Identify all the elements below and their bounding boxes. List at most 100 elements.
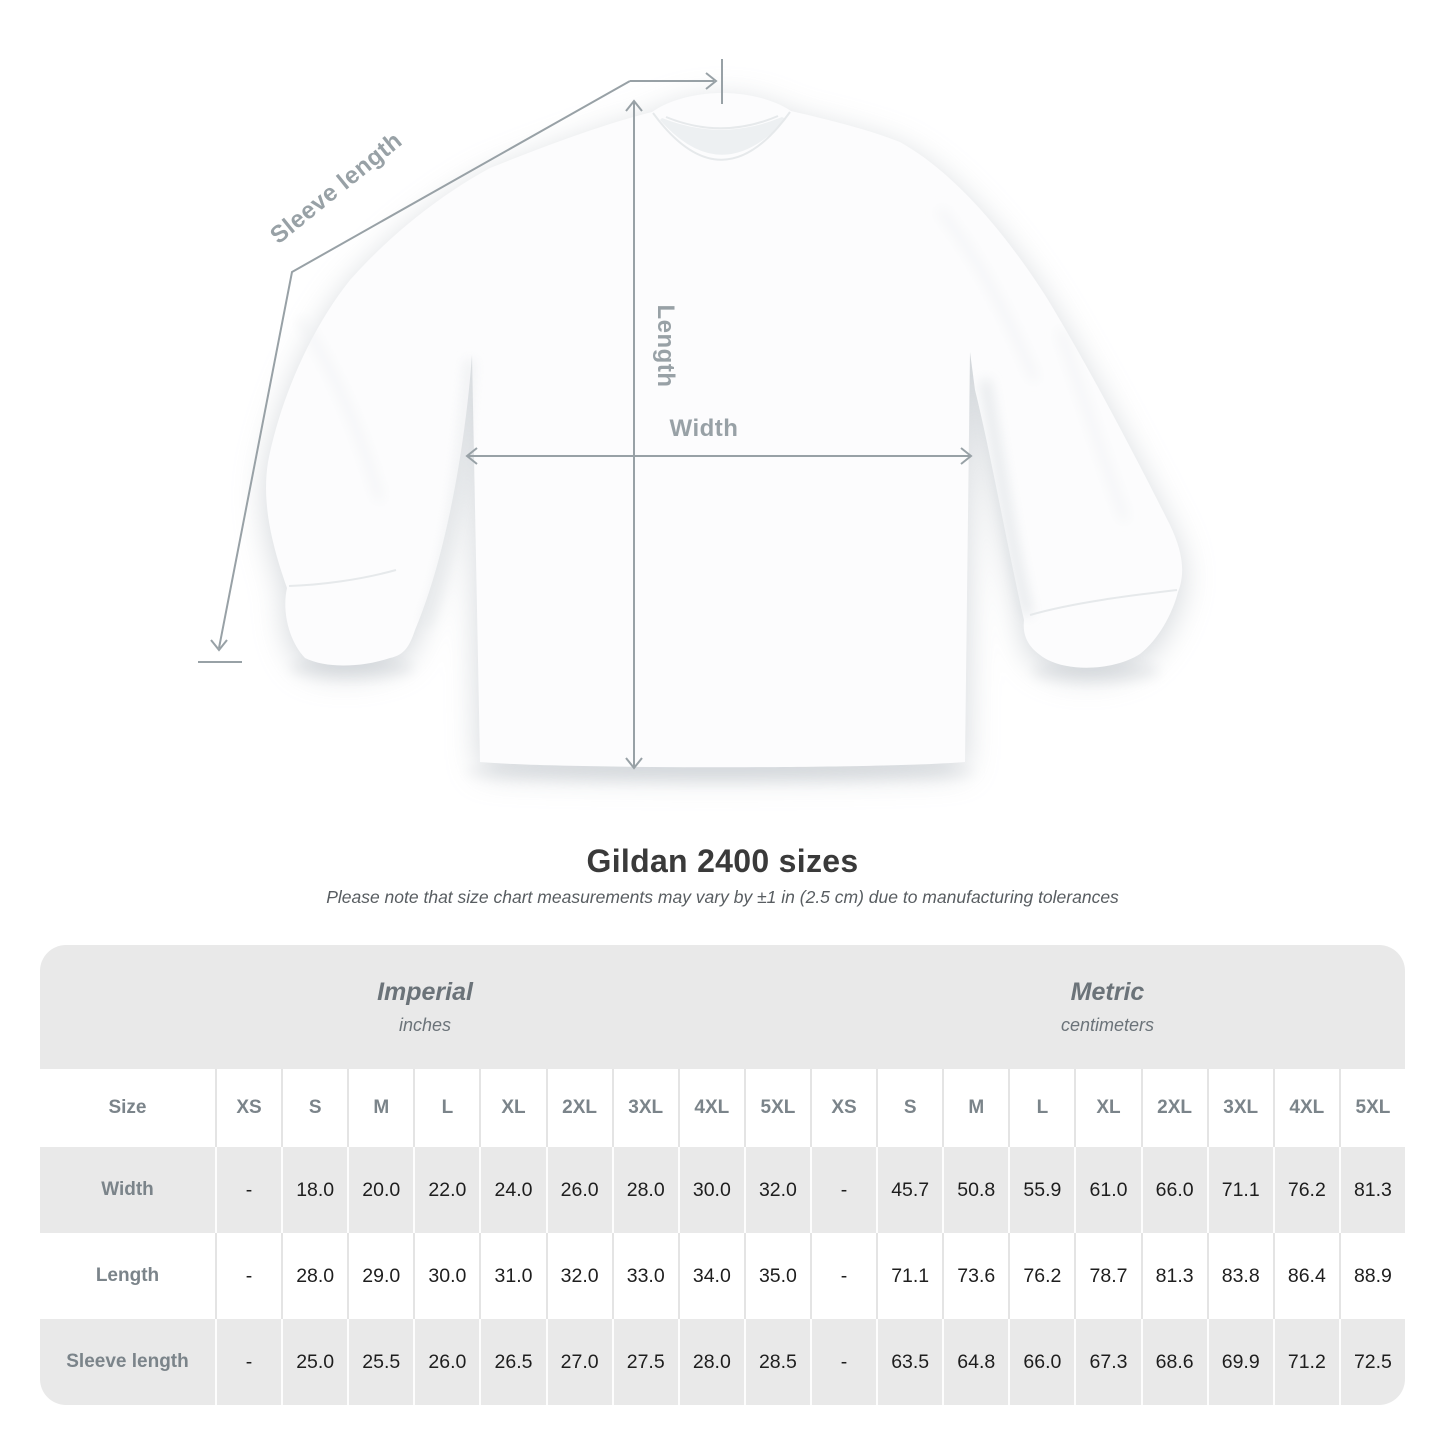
size-column-header: Size (40, 1069, 215, 1147)
row-label-width: Width (40, 1147, 215, 1233)
unit-group-imperial: Imperial inches (40, 945, 810, 1069)
value-sleeve-length-imperial-4xl: 28.0 (677, 1319, 744, 1405)
value-width-imperial-xs: - (215, 1147, 282, 1233)
size-header-imperial-xs: XS (215, 1069, 282, 1147)
value-sleeve-length-imperial-s: 25.0 (281, 1319, 348, 1405)
value-sleeve-length-metric-s: 63.5 (876, 1319, 943, 1405)
value-width-metric-m: 50.8 (942, 1147, 1009, 1233)
hem-shadow (465, 762, 975, 782)
value-sleeve-length-imperial-3xl: 27.5 (611, 1319, 678, 1405)
size-header-metric-xs: XS (810, 1069, 877, 1147)
size-header-imperial-s: S (281, 1069, 348, 1147)
value-length-imperial-5xl: 35.0 (743, 1233, 810, 1319)
size-chart-table: Imperial inches Metric centimeters Size X… (40, 945, 1405, 1405)
size-header-metric-3xl: 3XL (1206, 1069, 1273, 1147)
row-label-length: Length (40, 1233, 215, 1319)
collar-band-seam (652, 111, 791, 161)
left-sleeve-crease (297, 318, 383, 501)
size-header-metric-xl: XL (1074, 1069, 1141, 1147)
imperial-label: Imperial (377, 978, 473, 1006)
width-label: Width (670, 415, 739, 442)
size-header-imperial-4xl: 4XL (677, 1069, 744, 1147)
size-header-metric-m: M (942, 1069, 1009, 1147)
shirt-body (266, 93, 1183, 768)
value-width-metric-l: 55.9 (1008, 1147, 1075, 1233)
size-header-metric-5xl: 5XL (1338, 1069, 1405, 1147)
value-length-metric-4xl: 86.4 (1272, 1233, 1339, 1319)
size-header-imperial-xl: XL (479, 1069, 546, 1147)
value-length-metric-xl: 78.7 (1074, 1233, 1141, 1319)
value-length-imperial-s: 28.0 (281, 1233, 348, 1319)
size-header-metric-4xl: 4XL (1272, 1069, 1339, 1147)
value-length-metric-l: 76.2 (1008, 1233, 1075, 1319)
value-width-imperial-3xl: 28.0 (611, 1147, 678, 1233)
value-sleeve-length-metric-5xl: 72.5 (1338, 1319, 1405, 1405)
right-cuff-seam (1029, 589, 1178, 616)
value-width-metric-xs: - (810, 1147, 877, 1233)
value-width-imperial-xl: 24.0 (479, 1147, 546, 1233)
value-width-metric-3xl: 71.1 (1206, 1147, 1273, 1233)
value-width-imperial-m: 20.0 (347, 1147, 414, 1233)
size-header-imperial-5xl: 5XL (743, 1069, 810, 1147)
value-length-metric-5xl: 88.9 (1338, 1233, 1405, 1319)
value-width-imperial-l: 22.0 (413, 1147, 480, 1233)
value-width-metric-s: 45.7 (876, 1147, 943, 1233)
value-width-metric-5xl: 81.3 (1338, 1147, 1405, 1233)
value-width-imperial-4xl: 30.0 (677, 1147, 744, 1233)
size-header-metric-2xl: 2XL (1140, 1069, 1207, 1147)
value-width-imperial-s: 18.0 (281, 1147, 348, 1233)
size-header-metric-l: L (1008, 1069, 1075, 1147)
value-width-imperial-2xl: 26.0 (545, 1147, 612, 1233)
collar-back-seam (665, 115, 779, 130)
value-width-imperial-5xl: 32.0 (743, 1147, 810, 1233)
value-length-metric-m: 73.6 (942, 1233, 1009, 1319)
value-length-imperial-m: 29.0 (347, 1233, 414, 1319)
sleeve-length-label: Sleeve length (265, 127, 407, 249)
value-length-imperial-2xl: 32.0 (545, 1233, 612, 1319)
right-shoulder-crease (938, 208, 1038, 381)
metric-unit: centimeters (1060, 1015, 1155, 1035)
value-sleeve-length-metric-l: 66.0 (1008, 1319, 1075, 1405)
value-length-imperial-3xl: 33.0 (611, 1233, 678, 1319)
value-sleeve-length-metric-3xl: 69.9 (1206, 1319, 1273, 1405)
right-cuff-shadow (1032, 662, 1160, 682)
value-length-metric-3xl: 83.8 (1206, 1233, 1273, 1319)
right-sleeve-crease (1057, 329, 1128, 521)
shirt-illustration: Sleeve length Length Width (198, 59, 1183, 782)
right-overlap-shade (980, 379, 1033, 617)
length-measure: Length (625, 99, 679, 770)
metric-label: Metric (1070, 978, 1145, 1006)
value-sleeve-length-metric-xl: 67.3 (1074, 1319, 1141, 1405)
value-sleeve-length-imperial-l: 26.0 (413, 1319, 480, 1405)
collar-opening (660, 117, 786, 155)
value-length-imperial-xl: 31.0 (479, 1233, 546, 1319)
value-width-metric-xl: 61.0 (1074, 1147, 1141, 1233)
value-sleeve-length-metric-2xl: 68.6 (1140, 1319, 1207, 1405)
size-header-imperial-3xl: 3XL (611, 1069, 678, 1147)
size-header-imperial-2xl: 2XL (545, 1069, 612, 1147)
value-length-metric-2xl: 81.3 (1140, 1233, 1207, 1319)
size-header-imperial-m: M (347, 1069, 414, 1147)
value-sleeve-length-imperial-xs: - (215, 1319, 282, 1405)
unit-group-metric: Metric centimeters (810, 945, 1405, 1069)
value-length-metric-s: 71.1 (876, 1233, 943, 1319)
value-width-metric-2xl: 66.0 (1140, 1147, 1207, 1233)
left-body-shade (421, 359, 474, 627)
value-sleeve-length-imperial-xl: 26.5 (479, 1319, 546, 1405)
value-sleeve-length-imperial-2xl: 27.0 (545, 1319, 612, 1405)
page-subtitle: Please note that size chart measurements… (326, 887, 1119, 907)
value-sleeve-length-metric-xs: - (810, 1319, 877, 1405)
left-cuff-seam (288, 569, 397, 587)
size-header-imperial-l: L (413, 1069, 480, 1147)
value-length-imperial-l: 30.0 (413, 1233, 480, 1319)
value-sleeve-length-imperial-m: 25.5 (347, 1319, 414, 1405)
page-title: Gildan 2400 sizes (586, 843, 859, 879)
value-length-imperial-xs: - (215, 1233, 282, 1319)
value-width-metric-4xl: 76.2 (1272, 1147, 1339, 1233)
value-sleeve-length-imperial-5xl: 28.5 (743, 1319, 810, 1405)
row-label-sleeve-length: Sleeve length (40, 1319, 215, 1405)
value-length-imperial-4xl: 34.0 (677, 1233, 744, 1319)
width-measure: Width (465, 415, 973, 465)
length-label: Length (652, 305, 679, 388)
